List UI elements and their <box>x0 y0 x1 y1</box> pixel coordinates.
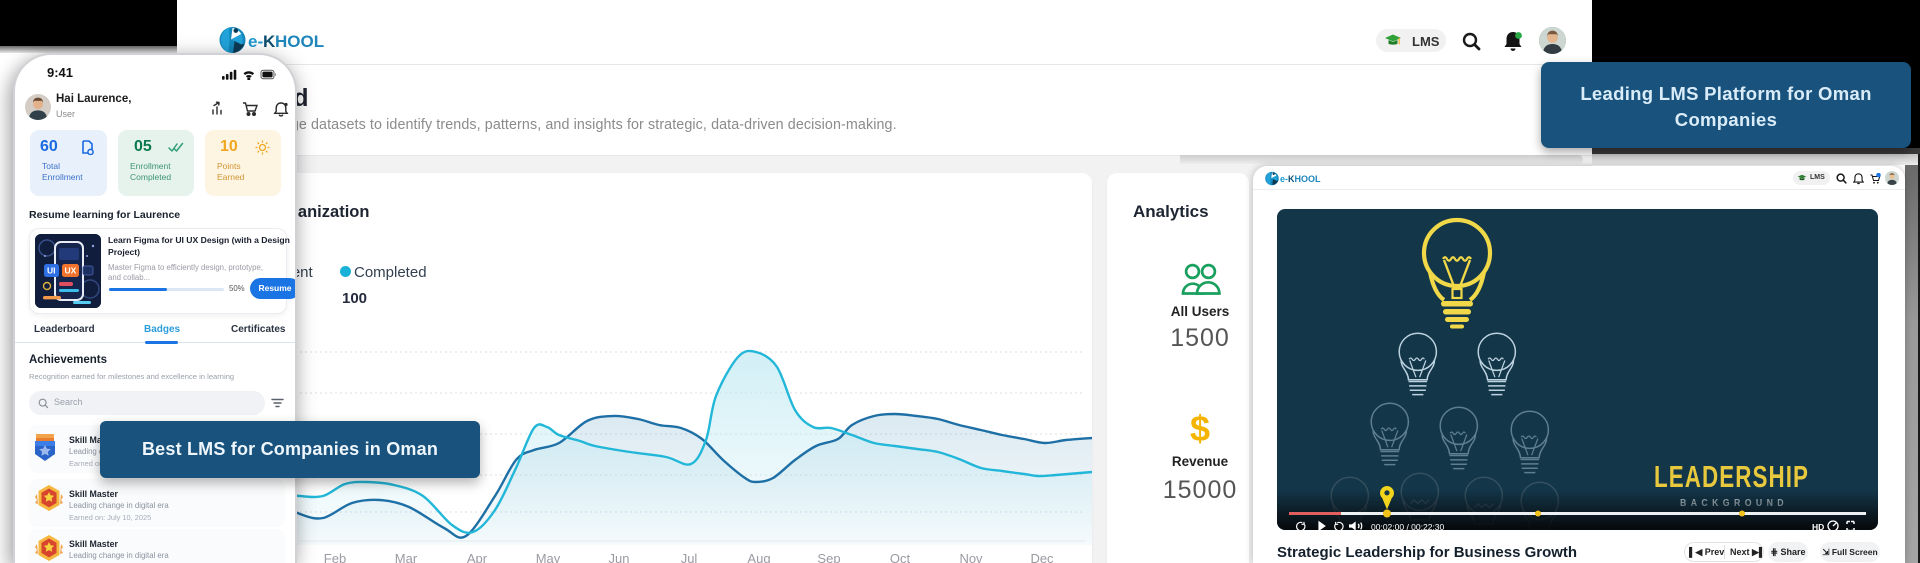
svg-text:Feb: Feb <box>324 551 346 563</box>
svg-text:Jul: Jul <box>681 551 698 563</box>
svg-text:LEADERSHIP: LEADERSHIP <box>1654 459 1809 494</box>
svg-text:e-: e- <box>248 32 263 51</box>
svg-text:Aug: Aug <box>747 551 770 563</box>
svg-text:Jun: Jun <box>609 551 630 563</box>
svg-text:e-: e- <box>1280 174 1288 184</box>
svg-text:Nov: Nov <box>959 551 983 563</box>
svg-text:K: K <box>1288 174 1295 184</box>
svg-text:Apr: Apr <box>467 551 488 563</box>
svg-text:UI: UI <box>47 266 56 276</box>
svg-text:K: K <box>263 32 276 51</box>
svg-text:May: May <box>536 551 561 563</box>
svg-text:Mar: Mar <box>395 551 418 563</box>
svg-text:Oct: Oct <box>890 551 911 563</box>
svg-text:Dec: Dec <box>1030 551 1054 563</box>
svg-text:Sep: Sep <box>817 551 840 563</box>
svg-text:HOOL: HOOL <box>275 32 324 51</box>
svg-text:UX: UX <box>65 266 77 276</box>
svg-text:HOOL: HOOL <box>1295 174 1322 184</box>
